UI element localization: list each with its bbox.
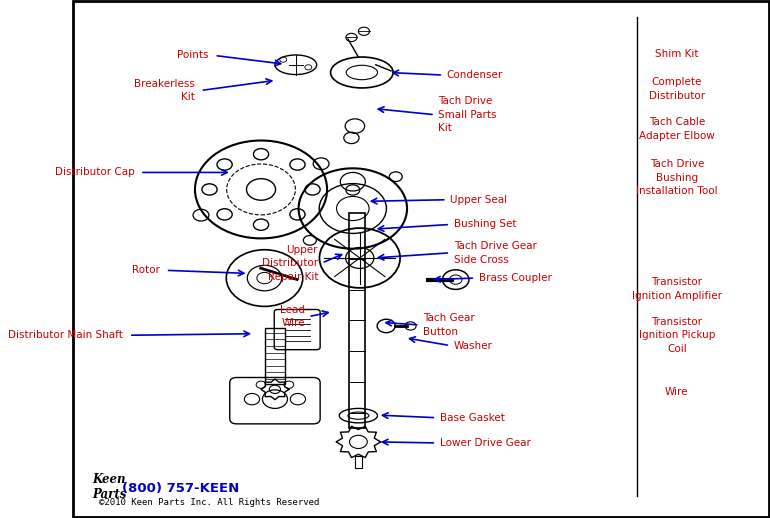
Text: Bushing: Bushing (656, 172, 698, 182)
Text: Tach Drive Gear: Tach Drive Gear (454, 241, 537, 251)
Text: Kit: Kit (438, 123, 452, 133)
Text: Repair Kit: Repair Kit (267, 271, 318, 281)
Text: Lower Drive Gear: Lower Drive Gear (440, 438, 531, 448)
Bar (350, 212, 365, 428)
Text: Kit: Kit (181, 92, 195, 102)
Text: Rotor: Rotor (132, 265, 160, 276)
Text: Ignition Pickup: Ignition Pickup (638, 330, 715, 340)
Text: Transistor: Transistor (651, 317, 702, 327)
Text: Upper: Upper (286, 244, 318, 255)
Text: Shim Kit: Shim Kit (655, 49, 698, 59)
Bar (355, 456, 362, 468)
Text: Keen
Parts: Keen Parts (92, 473, 126, 501)
Text: Lead: Lead (280, 305, 305, 315)
Text: Breakerless: Breakerless (134, 79, 195, 89)
Text: Tach Cable: Tach Cable (648, 118, 705, 127)
Text: Tach Drive: Tach Drive (438, 96, 493, 106)
Text: Bushing Set: Bushing Set (454, 220, 516, 229)
Text: Side Cross: Side Cross (454, 254, 508, 265)
Text: Distributor: Distributor (262, 258, 318, 268)
Text: (800) 757-KEEN: (800) 757-KEEN (122, 482, 239, 495)
Text: Brass Coupler: Brass Coupler (479, 273, 551, 283)
Text: ©2010 Keen Parts Inc. All Rights Reserved: ©2010 Keen Parts Inc. All Rights Reserve… (99, 498, 319, 507)
Text: Tach Gear: Tach Gear (423, 313, 475, 323)
Text: Base Gasket: Base Gasket (440, 413, 504, 423)
Text: Tach Drive: Tach Drive (650, 159, 704, 169)
Text: Complete: Complete (651, 77, 702, 87)
Text: Button: Button (423, 327, 458, 337)
Text: Small Parts: Small Parts (438, 110, 497, 120)
Text: Wire: Wire (665, 387, 688, 397)
Text: Wire: Wire (281, 319, 305, 328)
Text: Coil: Coil (667, 343, 687, 354)
Text: Transistor: Transistor (651, 277, 702, 287)
Text: Points: Points (177, 50, 209, 61)
Text: Distributor: Distributor (649, 91, 705, 100)
Text: Distributor Main Shaft: Distributor Main Shaft (8, 330, 123, 340)
Text: Washer: Washer (454, 340, 493, 351)
Text: Condenser: Condenser (447, 70, 503, 80)
Text: Ignition Amplifier: Ignition Amplifier (632, 291, 721, 300)
Text: Distributor Cap: Distributor Cap (55, 167, 135, 178)
Text: Installation Tool: Installation Tool (636, 186, 718, 196)
Text: Upper Seal: Upper Seal (450, 195, 507, 205)
Text: Adapter Elbow: Adapter Elbow (639, 131, 715, 141)
Bar (265, 327, 285, 384)
